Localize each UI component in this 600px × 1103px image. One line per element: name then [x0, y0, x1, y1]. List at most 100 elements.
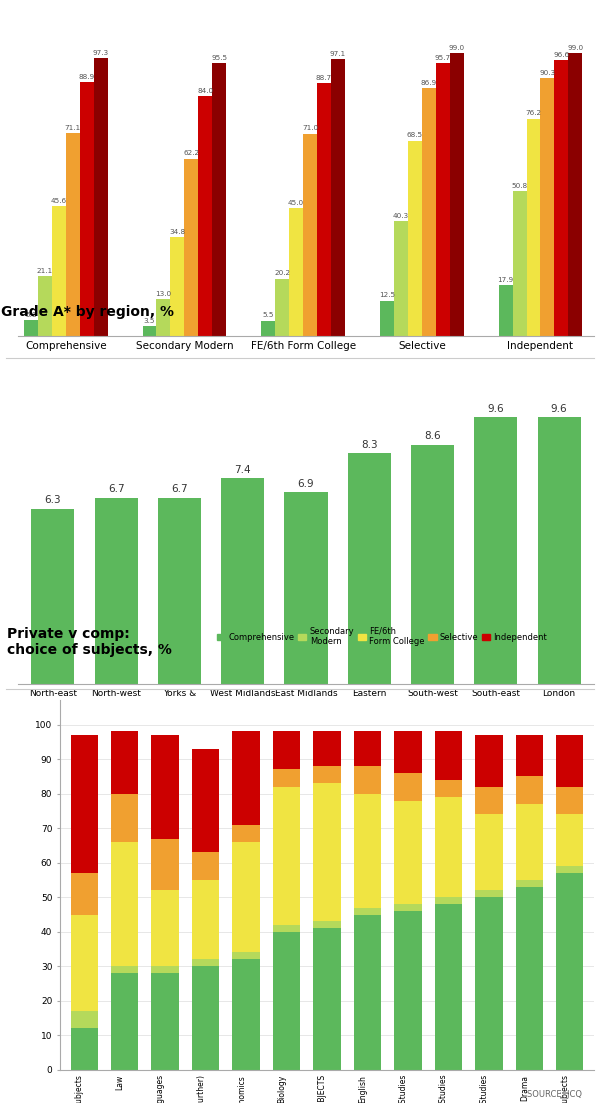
Bar	[289, 207, 303, 336]
Text: 68.5: 68.5	[407, 132, 423, 138]
Bar	[394, 731, 422, 773]
Text: 6.3: 6.3	[44, 495, 61, 505]
Bar	[273, 932, 301, 1070]
Text: 20.2: 20.2	[274, 270, 290, 277]
Text: 86.9: 86.9	[421, 79, 437, 86]
Bar	[354, 914, 381, 1070]
Legend: Comprehensive, Secondary
Modern, FE/6th
Form College, Selective, Independent: Comprehensive, Secondary Modern, FE/6th …	[214, 623, 551, 650]
Bar	[394, 773, 422, 801]
Bar	[52, 206, 66, 336]
Text: 3.5: 3.5	[144, 318, 155, 324]
Bar	[71, 874, 98, 914]
Text: SOURCE: JCQ: SOURCE: JCQ	[527, 1091, 582, 1100]
Text: 40.3: 40.3	[393, 213, 409, 219]
Bar	[151, 735, 179, 838]
Bar	[394, 911, 422, 1070]
Bar	[512, 191, 527, 336]
Bar	[475, 786, 503, 814]
Text: Private v comp:
choice of subjects, %: Private v comp: choice of subjects, %	[7, 627, 172, 656]
Text: 97.1: 97.1	[330, 51, 346, 56]
Text: 71.0: 71.0	[302, 126, 318, 131]
Text: 76.2: 76.2	[526, 110, 542, 116]
Bar	[111, 842, 139, 966]
Bar	[151, 973, 179, 1070]
Bar	[313, 731, 341, 765]
Bar	[143, 326, 157, 336]
Bar	[192, 749, 220, 853]
Text: 21.1: 21.1	[37, 268, 53, 274]
Text: 71.1: 71.1	[65, 125, 81, 131]
Bar	[331, 58, 345, 336]
Bar	[527, 119, 541, 336]
Bar	[232, 953, 260, 960]
Bar	[475, 897, 503, 1070]
Bar	[380, 301, 394, 336]
Bar	[80, 83, 94, 336]
Text: 45.6: 45.6	[50, 197, 67, 204]
Text: 99.0: 99.0	[568, 45, 583, 51]
Bar	[199, 96, 212, 336]
Bar	[394, 904, 422, 911]
Bar	[515, 804, 543, 880]
Bar	[354, 908, 381, 914]
Text: 8.6: 8.6	[424, 431, 441, 441]
Text: 6.7: 6.7	[171, 484, 188, 494]
Bar	[212, 64, 226, 336]
Bar	[408, 141, 422, 336]
Bar	[284, 492, 328, 684]
Bar	[313, 921, 341, 929]
Bar	[475, 814, 503, 890]
Text: 7.4: 7.4	[235, 464, 251, 474]
Bar	[556, 866, 583, 874]
Bar	[568, 53, 583, 336]
Bar	[71, 914, 98, 1011]
Bar	[111, 794, 139, 842]
Text: 5.8: 5.8	[25, 311, 37, 318]
Text: 62.2: 62.2	[184, 150, 199, 157]
Bar	[111, 966, 139, 973]
Bar	[232, 731, 260, 825]
Text: 12.5: 12.5	[379, 292, 395, 299]
Bar	[273, 770, 301, 786]
Bar	[71, 1011, 98, 1028]
Bar	[273, 925, 301, 932]
Bar	[66, 133, 80, 336]
Bar	[434, 780, 462, 797]
Bar	[303, 133, 317, 336]
Bar	[538, 417, 581, 684]
Text: 99.0: 99.0	[449, 45, 465, 51]
Bar	[450, 53, 464, 336]
Text: 95.7: 95.7	[434, 55, 451, 61]
Text: Grade A* by region, %: Grade A* by region, %	[1, 306, 174, 319]
Bar	[354, 765, 381, 794]
Bar	[192, 880, 220, 960]
Bar	[515, 777, 543, 804]
Bar	[434, 797, 462, 897]
Bar	[515, 735, 543, 777]
Text: 17.9: 17.9	[497, 277, 514, 283]
Text: 95.5: 95.5	[211, 55, 227, 61]
Bar	[499, 286, 512, 336]
Bar	[556, 874, 583, 1070]
Bar	[394, 801, 422, 904]
Bar	[273, 786, 301, 925]
Bar	[422, 88, 436, 336]
Text: 8.3: 8.3	[361, 440, 377, 450]
Bar	[313, 783, 341, 921]
Text: 90.3: 90.3	[539, 71, 556, 76]
Bar	[94, 58, 107, 336]
Bar	[111, 731, 139, 794]
Bar	[151, 966, 179, 973]
Bar	[273, 731, 301, 770]
Bar	[541, 78, 554, 336]
Bar	[38, 276, 52, 336]
Bar	[354, 731, 381, 765]
Bar	[394, 222, 408, 336]
Bar	[554, 61, 568, 336]
Text: 84.0: 84.0	[197, 88, 214, 94]
Bar	[184, 159, 199, 336]
Bar	[475, 890, 503, 897]
Bar	[71, 735, 98, 874]
Text: 6.9: 6.9	[298, 479, 314, 489]
Bar	[31, 508, 74, 684]
